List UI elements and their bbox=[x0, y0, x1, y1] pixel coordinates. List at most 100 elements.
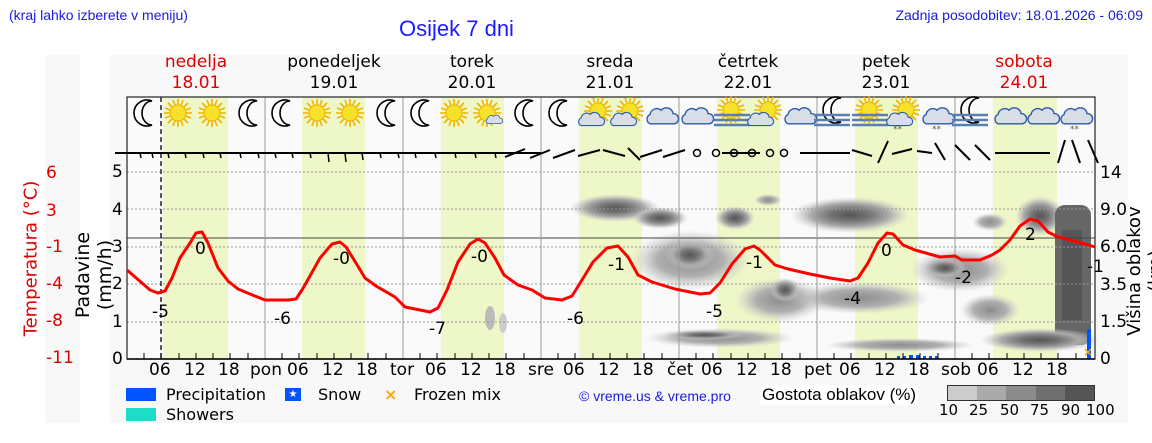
precipitation-legend-label: Precipitation bbox=[166, 385, 267, 404]
day-date: 19.01 bbox=[309, 73, 359, 93]
day-tick: sob bbox=[941, 360, 972, 380]
precip-tick: 4 bbox=[112, 200, 123, 220]
svg-text:-4: -4 bbox=[844, 289, 861, 309]
svg-text:-0: -0 bbox=[471, 247, 488, 267]
day-header-4: četrtek 22.01 bbox=[678, 52, 818, 94]
svg-text:-1: -1 bbox=[608, 255, 625, 275]
x-axis-labels: 06 12 18 pon 06 12 18 tor 06 12 18 sre 0… bbox=[0, 360, 1152, 382]
day-name: ponedeljek bbox=[287, 52, 381, 72]
hour-tick: 06 bbox=[839, 360, 861, 380]
precip-tick: 1 bbox=[112, 312, 123, 332]
page-title: Osijek 7 dni bbox=[399, 16, 514, 41]
day-headers: nedelja 18.01 ponedeljek 19.01 torek 20.… bbox=[126, 52, 1096, 94]
day-header-5: petek 23.01 bbox=[816, 52, 956, 94]
day-name: nedelja bbox=[164, 52, 228, 72]
day-tick: sre bbox=[528, 360, 554, 380]
svg-text:2: 2 bbox=[1025, 225, 1036, 245]
day-tick: tor bbox=[390, 360, 415, 380]
frozen-mix-icon: × bbox=[384, 385, 398, 404]
hour-tick: 12 bbox=[736, 360, 758, 380]
temp-axis-panel bbox=[45, 55, 80, 423]
cloud-tick: 6.0 bbox=[1100, 237, 1128, 257]
svg-text:×: × bbox=[1083, 345, 1093, 359]
density-tick: 75 bbox=[1030, 401, 1050, 419]
cloud-tick: 0 bbox=[1100, 349, 1111, 369]
hour-tick: 12 bbox=[1012, 360, 1034, 380]
temp-tick: -4 bbox=[46, 274, 63, 294]
daylight-bands bbox=[163, 97, 1057, 359]
legend: Precipitation Showers ★ Snow × Frozen mi… bbox=[126, 385, 1126, 425]
day-header-0: nedelja 18.01 bbox=[126, 52, 266, 94]
day-name: četrtek bbox=[717, 52, 779, 72]
hour-tick: 12 bbox=[874, 360, 896, 380]
svg-text:-1: -1 bbox=[1087, 257, 1104, 277]
density-swatch-90 bbox=[1064, 386, 1095, 400]
hour-tick: 06 bbox=[425, 360, 447, 380]
density-tick: 10 bbox=[939, 401, 959, 419]
day-date: 21.01 bbox=[585, 73, 635, 93]
hour-tick: 18 bbox=[218, 360, 240, 380]
snow-legend-label: Snow bbox=[318, 385, 362, 404]
precip-tick: 5 bbox=[112, 162, 123, 182]
precipitation-bars: × bbox=[897, 329, 1093, 359]
svg-text:-6: -6 bbox=[274, 309, 291, 329]
showers-swatch bbox=[126, 408, 156, 421]
hour-tick: 18 bbox=[908, 360, 930, 380]
precip-tick: 0 bbox=[112, 349, 123, 369]
copyright-link[interactable]: © vreme.us & vreme.pro bbox=[579, 388, 731, 404]
day-tick: čet bbox=[667, 360, 694, 380]
hour-tick: 18 bbox=[356, 360, 378, 380]
day-tick: pon bbox=[250, 360, 282, 380]
day-name: sreda bbox=[586, 52, 634, 72]
svg-text:-0: -0 bbox=[333, 249, 350, 269]
svg-text:-7: -7 bbox=[429, 319, 446, 339]
density-tick: 25 bbox=[969, 401, 989, 419]
region-hint-link[interactable]: (kraj lahko izberete v meniju) bbox=[9, 7, 188, 23]
temp-tick: 3 bbox=[46, 201, 57, 221]
density-swatch-25 bbox=[977, 386, 1007, 400]
svg-text:0: 0 bbox=[881, 241, 892, 261]
temp-tick: 6 bbox=[46, 163, 57, 183]
precip-tick: 3 bbox=[112, 237, 123, 257]
temp-tick: -1 bbox=[46, 237, 63, 257]
hour-tick: 18 bbox=[632, 360, 654, 380]
hour-tick: 12 bbox=[184, 360, 206, 380]
snow-icon: ★ bbox=[285, 388, 301, 401]
precipitation-swatch bbox=[126, 388, 156, 401]
temperature-line bbox=[126, 217, 1096, 314]
hour-tick: 06 bbox=[287, 360, 309, 380]
svg-text:-1: -1 bbox=[746, 253, 763, 273]
day-date: 22.01 bbox=[723, 73, 773, 93]
temp-tick: -8 bbox=[46, 311, 63, 331]
frozen-mix-legend-label: Frozen mix bbox=[414, 385, 502, 404]
svg-text:-6: -6 bbox=[567, 309, 584, 329]
cloud-tick: 1.5 bbox=[1100, 312, 1128, 332]
cloud-density-scale bbox=[947, 385, 1095, 401]
day-date: 18.01 bbox=[171, 73, 221, 93]
hour-tick: 06 bbox=[977, 360, 999, 380]
hour-tick: 18 bbox=[770, 360, 792, 380]
day-name: petek bbox=[861, 52, 911, 72]
hour-tick: 18 bbox=[1046, 360, 1068, 380]
hour-tick: 06 bbox=[701, 360, 723, 380]
hour-tick: 12 bbox=[322, 360, 344, 380]
cloud-density-blobs bbox=[485, 194, 1100, 352]
day-tick: pet bbox=[804, 360, 832, 380]
cloud-tick: 9.0 bbox=[1100, 200, 1128, 220]
day-name: torek bbox=[450, 52, 494, 72]
hour-tick: 06 bbox=[149, 360, 171, 380]
hour-tick: 06 bbox=[563, 360, 585, 380]
hour-tick: 18 bbox=[494, 360, 516, 380]
showers-legend-label: Showers bbox=[166, 405, 234, 424]
temp-tick: -11 bbox=[46, 348, 74, 368]
svg-text:-5: -5 bbox=[706, 302, 723, 322]
svg-text:0: 0 bbox=[195, 239, 206, 259]
day-header-2: torek 20.01 bbox=[402, 52, 542, 94]
day-date: 24.01 bbox=[999, 73, 1049, 93]
day-name: sobota bbox=[995, 52, 1053, 72]
cloud-density-label: Gostota oblakov (%) bbox=[760, 385, 919, 405]
density-swatch-10 bbox=[948, 386, 978, 400]
density-swatch-75 bbox=[1035, 386, 1065, 400]
day-date: 20.01 bbox=[447, 73, 497, 93]
